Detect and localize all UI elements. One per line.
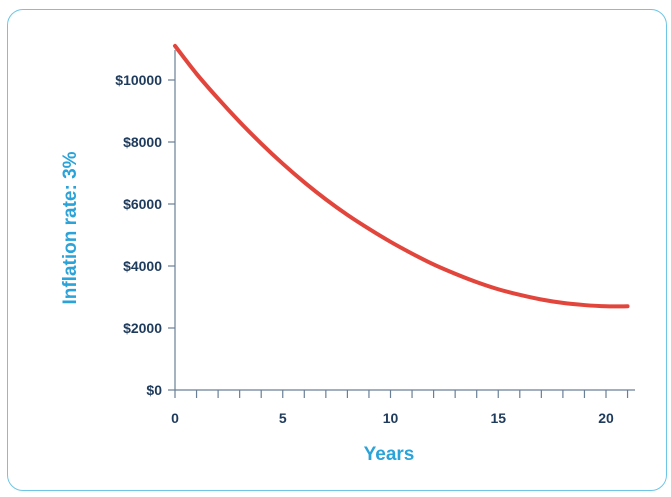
- y-axis-title: Inflation rate: 3%: [60, 151, 81, 304]
- ticks: $0 $2000 $4000 $6000 $8000 $10000 0 5 10 15 20: [115, 72, 629, 426]
- x-tick-label: 0: [171, 410, 179, 426]
- chart-frame: [7, 9, 667, 491]
- series-line-0: [173, 43, 630, 309]
- x-tick-label: 5: [279, 410, 287, 426]
- y-tick-label: $8000: [123, 134, 162, 150]
- axes: [174, 50, 635, 391]
- x-tick-label: 10: [383, 410, 399, 426]
- y-tick-label: $4000: [123, 258, 162, 274]
- y-tick-label: $10000: [115, 72, 162, 88]
- x-tick-label: 15: [490, 410, 506, 426]
- y-tick-label: $0: [146, 382, 162, 398]
- series: [173, 43, 630, 309]
- x-axis-title: Years: [364, 444, 415, 465]
- y-tick-label: $2000: [123, 320, 162, 336]
- y-tick-label: $6000: [123, 196, 162, 212]
- x-tick-label: 20: [598, 410, 614, 426]
